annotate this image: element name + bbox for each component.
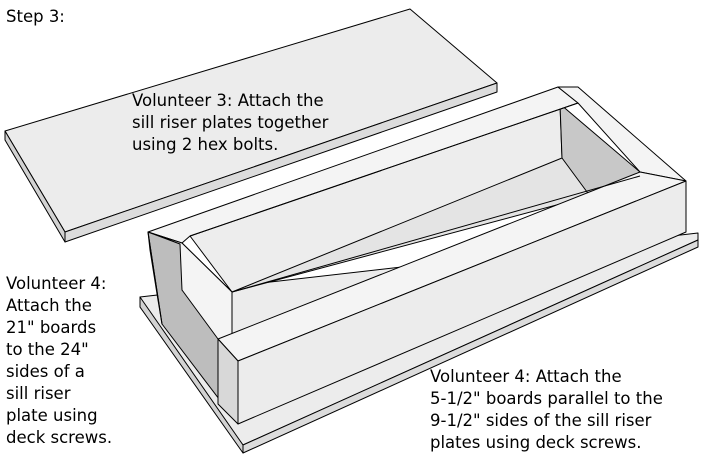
- volunteer-3-note: Volunteer 3: Attach the sill riser plate…: [132, 90, 328, 156]
- note-line: deck screws.: [6, 428, 113, 447]
- box-left-end-strip: [147, 231, 163, 325]
- note-line: plate using: [6, 406, 98, 425]
- note-line: Volunteer 3: Attach the: [132, 91, 324, 110]
- volunteer-4-left-note: Volunteer 4: Attach the 21" boards to th…: [6, 273, 112, 449]
- loose-plate-left-edge: [4, 130, 66, 243]
- note-line: plates using deck screws.: [430, 433, 642, 452]
- note-line: 9-1/2" sides of the sill riser: [430, 411, 652, 430]
- volunteer-4-right-note: Volunteer 4: Attach the 5-1/2" boards pa…: [430, 366, 663, 454]
- note-line: 5-1/2" boards parallel to the: [430, 389, 663, 408]
- note-line: sides of a: [6, 362, 85, 381]
- inner-rim-back: [189, 102, 579, 237]
- note-line: to the 24": [6, 340, 89, 359]
- note-line: sill riser: [6, 384, 71, 403]
- note-line: 21" boards: [6, 318, 97, 337]
- note-line: sill riser plates together: [132, 113, 329, 132]
- inner-rim-front: [231, 175, 641, 293]
- note-line: Volunteer 4:: [6, 274, 107, 293]
- base-plate-left-edge: [139, 296, 244, 454]
- note-line: using 2 hex bolts.: [132, 135, 279, 154]
- left-end-front-face: [217, 338, 239, 425]
- note-line: Attach the: [6, 296, 92, 315]
- note-line: Volunteer 4: Attach the: [430, 367, 622, 386]
- step-title: Step 3:: [6, 7, 65, 26]
